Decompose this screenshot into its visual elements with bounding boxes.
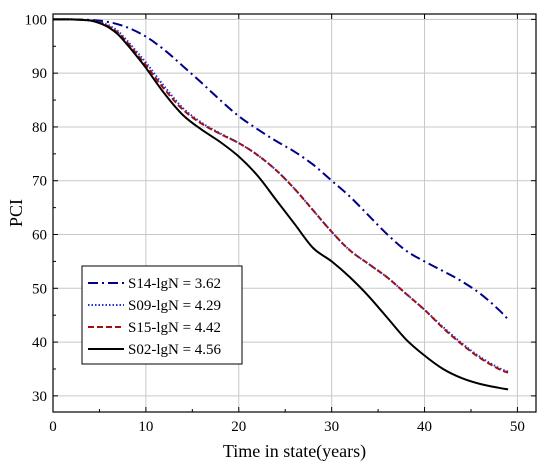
x-tick-label: 40 [417,419,432,435]
plot-frame [52,13,537,413]
series-layer [52,18,509,391]
legend-label-4: S02-lgN = 4.56 [128,342,222,358]
legend-label-1: S14-lgN = 3.62 [128,276,221,292]
x-tick-label: 0 [49,419,57,435]
y-tick-label: 60 [32,228,47,244]
x-tick-label: 10 [138,419,153,435]
x-axis-title: Time in state(years) [223,441,366,462]
series-line-4 [52,18,509,391]
y-tick-label: 70 [32,174,47,190]
legend-label-2: S09-lgN = 4.29 [128,298,221,314]
y-tick-label: 50 [32,281,47,297]
y-axis-title: PCI [6,199,26,227]
y-tick-label: 90 [32,66,47,82]
legend: S14-lgN = 3.62 S09-lgN = 4.29 S15-lgN = 4.… [81,265,243,365]
legend-label-3: S15-lgN = 4.42 [128,320,221,336]
series-line-1 [52,18,509,321]
series-line-3 [52,18,509,374]
y-tick-label: 30 [32,389,47,405]
x-tick-label: 30 [324,419,339,435]
ticks: 0 10 20 30 40 50 30 40 50 60 70 80 90 100 [25,12,536,435]
y-tick-label: 40 [32,335,47,351]
grid [53,14,536,412]
x-tick-label: 50 [510,419,525,435]
y-tick-label: 80 [32,120,47,136]
y-tick-label: 100 [25,12,48,28]
x-tick-label: 20 [231,419,246,435]
